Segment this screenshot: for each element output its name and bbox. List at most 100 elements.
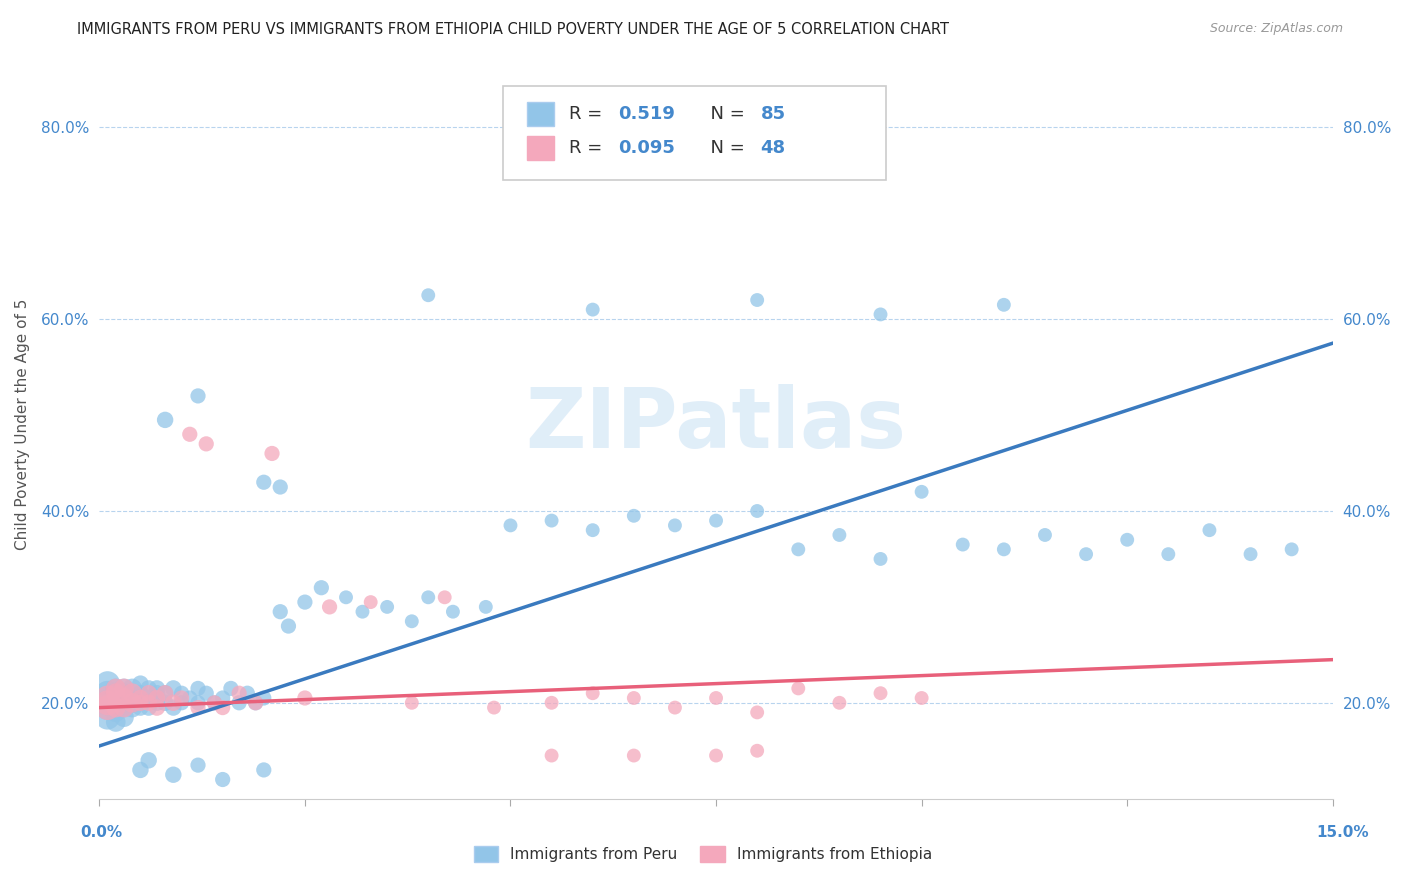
Point [187,700,209,714]
Point [704,514,727,528]
Point [104,681,127,696]
FancyBboxPatch shape [527,103,554,127]
Point [153,686,176,700]
Point [401,696,423,710]
Point [121,700,143,714]
Point [96,676,118,690]
Point [475,599,498,614]
Point [96,696,118,710]
Point [138,681,160,696]
Point [219,681,242,696]
Point [104,700,127,714]
Point [104,714,127,729]
Text: 85: 85 [761,105,786,123]
Point [96,710,118,724]
Point [112,696,135,710]
Point [112,691,135,706]
Point [401,615,423,629]
Point [195,437,218,451]
Point [1198,523,1220,537]
Point [162,768,184,782]
Point [146,681,169,696]
Point [162,681,184,696]
Point [179,427,201,442]
Point [499,518,522,533]
Point [441,605,464,619]
Point [1281,542,1303,557]
Point [540,696,562,710]
Point [153,696,176,710]
Point [664,518,686,533]
Text: Source: ZipAtlas.com: Source: ZipAtlas.com [1209,22,1343,36]
Point [375,599,398,614]
Point [211,691,233,706]
Point [582,302,605,317]
Point [129,686,152,700]
Point [952,537,974,551]
FancyBboxPatch shape [503,86,886,180]
Text: ZIPatlas: ZIPatlas [526,384,907,466]
Point [747,706,769,720]
Point [112,700,135,714]
Point [187,681,209,696]
Text: 15.0%: 15.0% [1316,825,1369,839]
Text: N =: N = [699,105,751,123]
Point [433,591,456,605]
Point [121,696,143,710]
Text: 0.095: 0.095 [619,139,675,157]
Point [245,696,267,710]
Point [360,595,382,609]
Point [146,691,169,706]
Point [787,542,810,557]
Point [129,696,152,710]
Point [869,307,891,321]
Point [187,696,209,710]
Point [104,681,127,696]
Point [582,686,605,700]
Point [104,686,127,700]
Point [253,763,276,777]
Point [1074,547,1097,561]
Point [869,686,891,700]
Point [104,706,127,720]
Point [121,691,143,706]
Point [418,591,440,605]
Point [104,700,127,714]
Point [121,681,143,696]
Point [138,691,160,706]
Point [112,681,135,696]
Point [747,744,769,758]
Point [195,686,218,700]
Point [704,748,727,763]
Legend: Immigrants from Peru, Immigrants from Ethiopia: Immigrants from Peru, Immigrants from Et… [468,840,938,868]
Point [245,696,267,710]
Point [1157,547,1180,561]
Point [623,508,645,523]
Point [129,763,152,777]
FancyBboxPatch shape [527,136,554,160]
Point [269,480,291,494]
Point [138,696,160,710]
Point [204,696,226,710]
Point [112,710,135,724]
Point [828,528,851,542]
Point [787,681,810,696]
Point [335,591,357,605]
Point [129,696,152,710]
Point [179,691,201,706]
Point [112,681,135,696]
Point [228,696,250,710]
Point [1033,528,1056,542]
Point [540,514,562,528]
Point [121,696,143,710]
Point [170,691,193,706]
Y-axis label: Child Poverty Under the Age of 5: Child Poverty Under the Age of 5 [15,299,30,550]
Point [236,686,259,700]
Point [104,691,127,706]
Point [162,700,184,714]
Point [623,691,645,706]
Point [294,595,316,609]
Point [162,696,184,710]
Point [318,599,340,614]
Point [540,748,562,763]
